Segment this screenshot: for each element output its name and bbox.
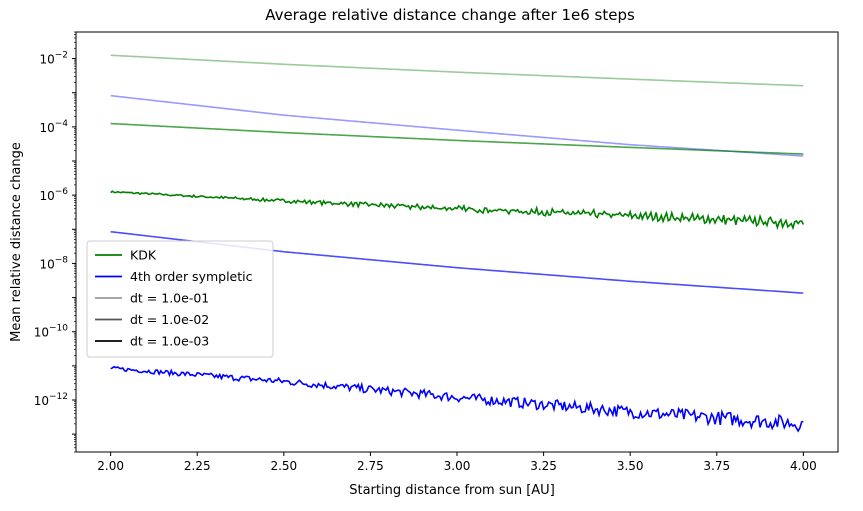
legend-label: dt = 1.0e-01 [130,291,209,306]
legend: KDK 4th order sympletic dt = 1.0e-01 dt = 1… [86,240,274,358]
y-tick-label: 10−10 [34,324,69,340]
legend-label: dt = 1.0e-03 [130,334,209,349]
x-tick-label: 3.25 [530,459,557,473]
series-line [110,365,804,433]
x-axis-ticks: 2.00 2.25 2.50 2.75 3.00 3.25 3.50 3.75 4.00 [97,452,817,473]
series-line [110,94,804,157]
x-tick-label: 2.75 [357,459,384,473]
y-tick-label: 10−2 [39,51,68,67]
y-axis-label: Mean relative distance change [9,142,24,342]
x-tick-label: 3.75 [703,459,730,473]
series-line [110,54,804,87]
y-tick-label: 10−4 [39,119,68,135]
x-tick-label: 3.50 [617,459,644,473]
y-axis-ticks: 10−12 10−10 10−8 10−6 10−4 10−2 [34,31,76,453]
series-line [110,190,805,231]
x-tick-label: 2.50 [270,459,297,473]
x-tick-label: 3.00 [444,459,471,473]
series-line [110,122,804,155]
y-tick-label: 10−6 [39,187,68,203]
chart-title: Average relative distance change after 1… [265,6,635,24]
x-tick-label: 4.00 [790,459,817,473]
legend-label: KDK [130,248,157,263]
x-axis-label: Starting distance from sun [AU] [349,483,555,498]
legend-label: dt = 1.0e-02 [130,312,209,327]
y-tick-label: 10−12 [34,392,68,408]
legend-label: 4th order sympletic [130,269,253,284]
x-tick-label: 2.00 [97,459,124,473]
y-tick-label: 10−8 [39,255,68,271]
legend-frame [86,240,274,358]
x-tick-label: 2.25 [184,459,211,473]
